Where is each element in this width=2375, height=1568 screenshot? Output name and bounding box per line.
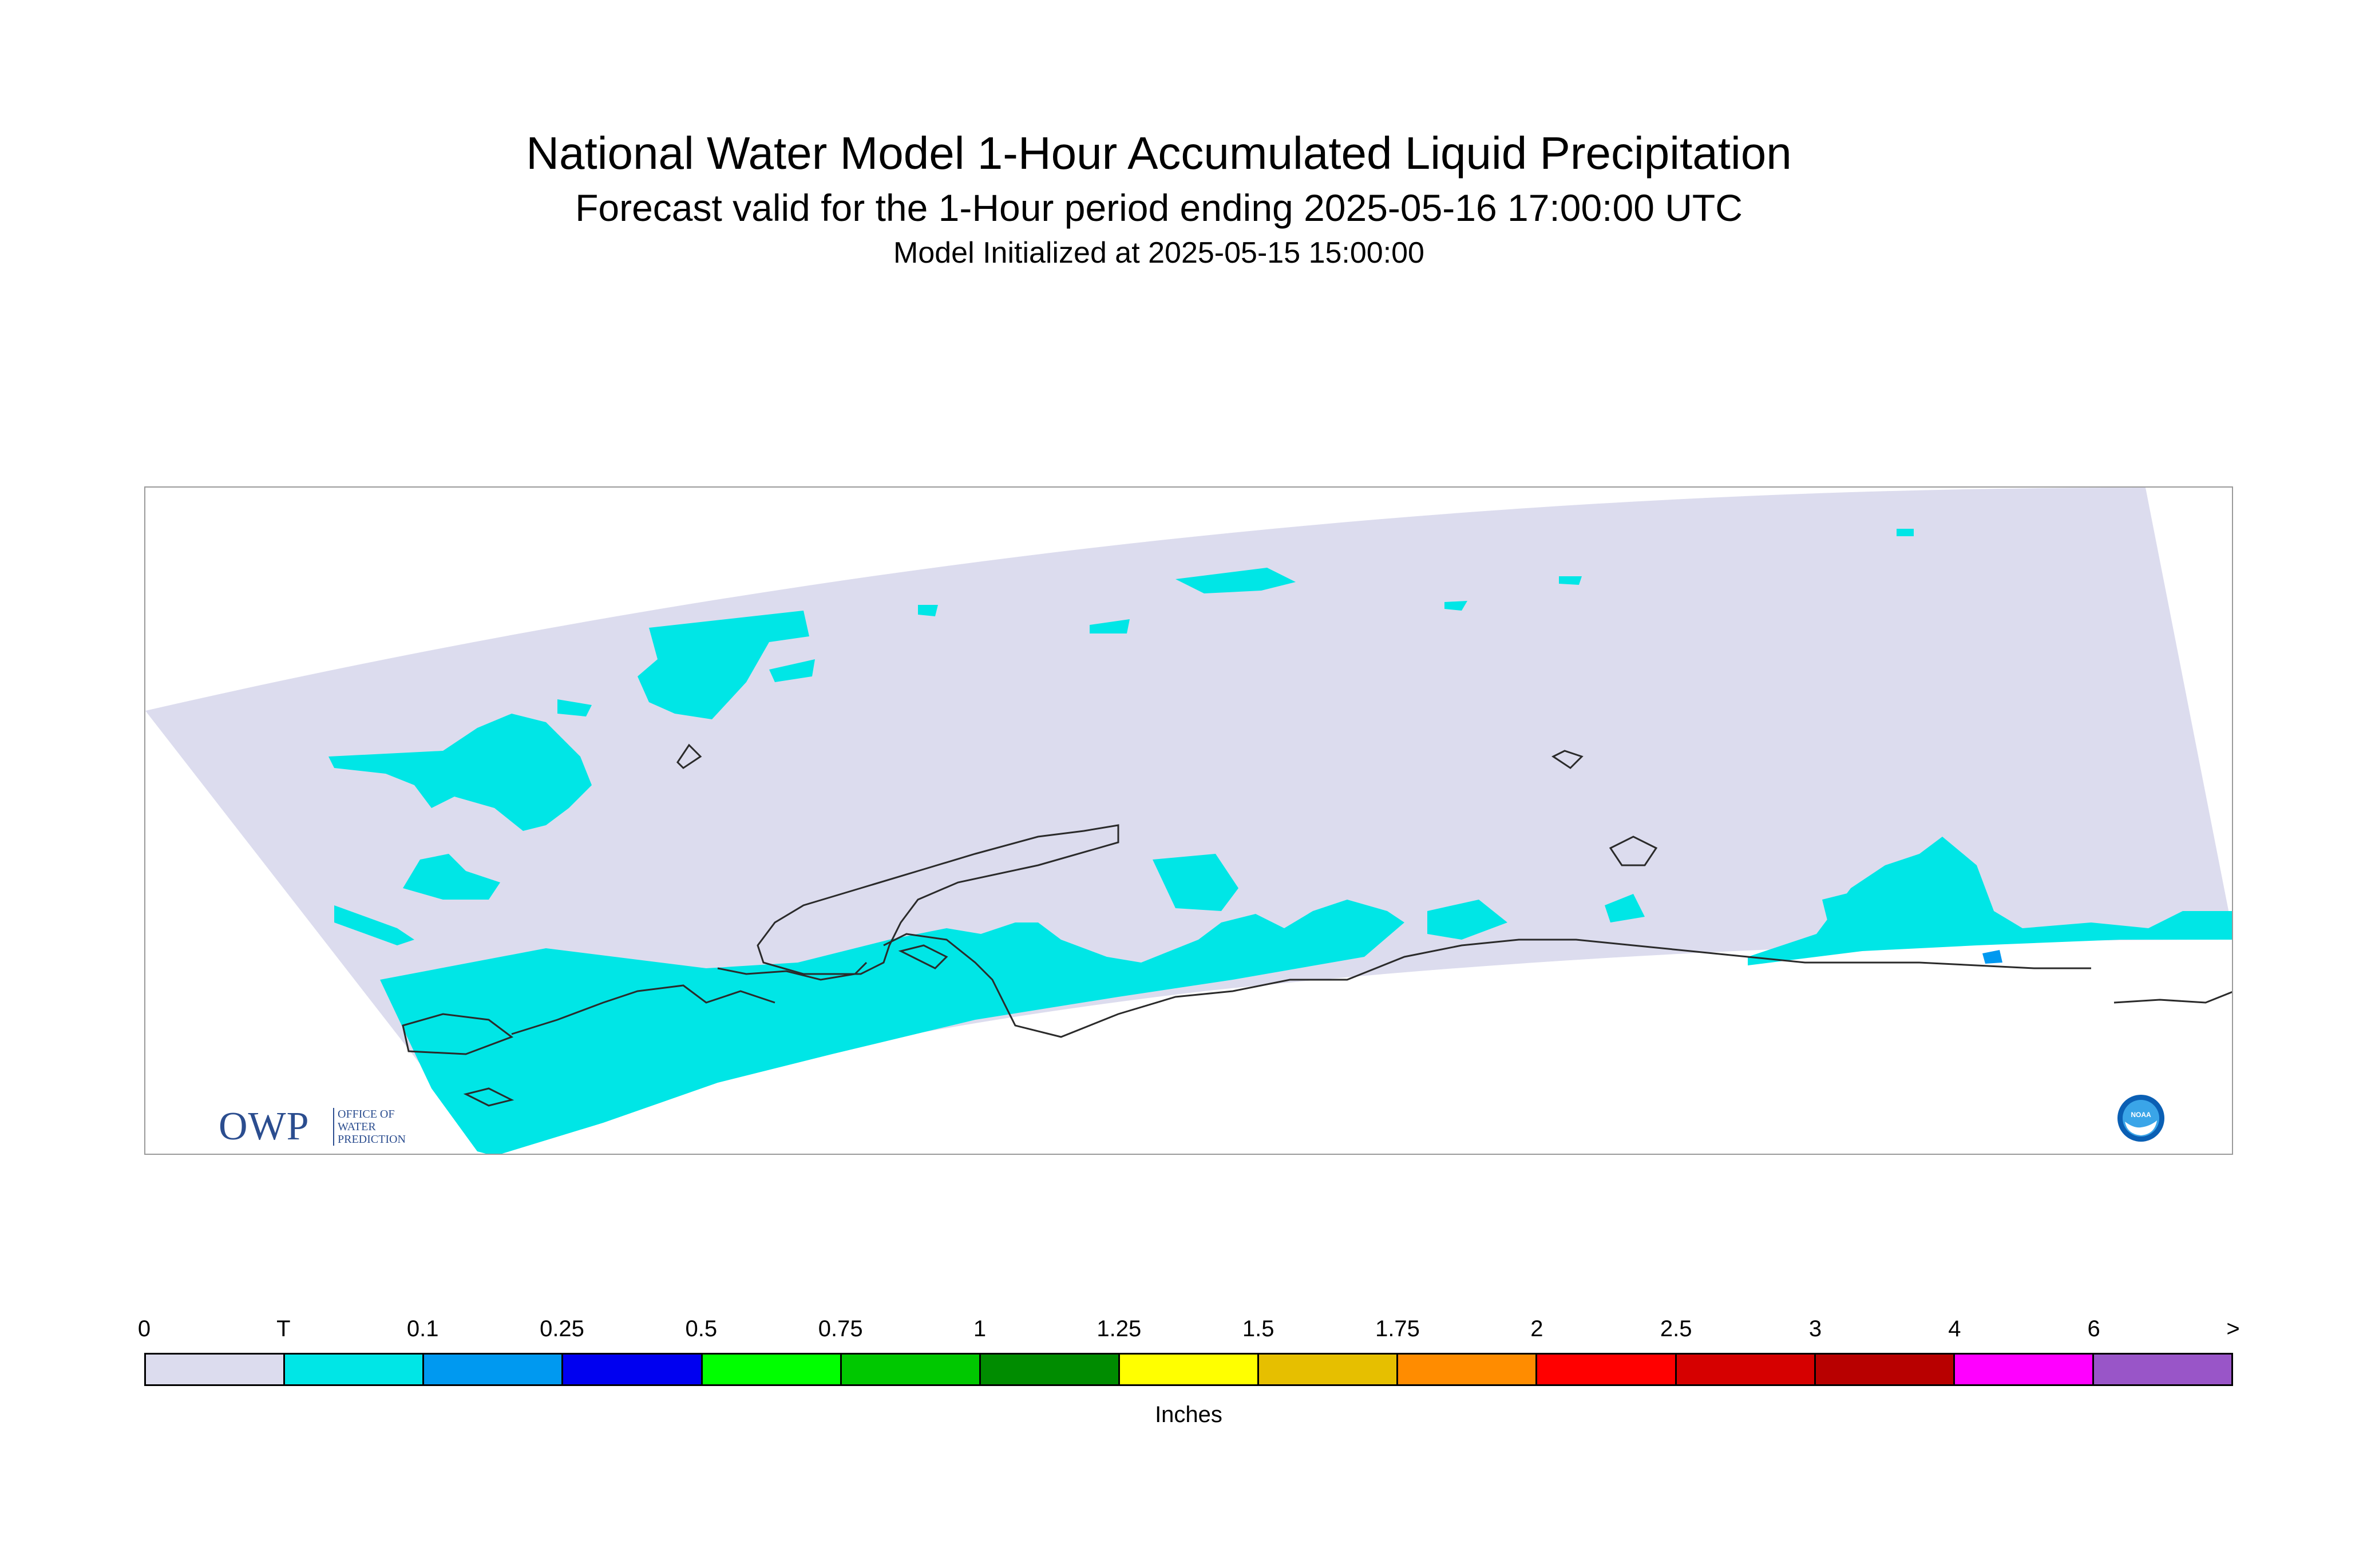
colorbar-swatch	[980, 1355, 1120, 1384]
noaa-logo-text: NOAA	[2131, 1111, 2151, 1119]
colorbar-swatch	[424, 1355, 564, 1384]
colorbar-labels: 0 T 0.1 0.25 0.5 0.75 1 1.25 1.5 1.75 2 2.5 3 4 6 >	[138, 1316, 2240, 1351]
colorbar-tick-label: 1.75	[1375, 1316, 1420, 1341]
colorbar-tick-label: 6	[2087, 1316, 2100, 1341]
colorbar-swatch	[1815, 1355, 1955, 1384]
colorbar-swatch	[1676, 1355, 1816, 1384]
colorbar-swatch	[2093, 1355, 2232, 1384]
colorbar-swatch	[1119, 1355, 1260, 1384]
light-precip-patch	[1982, 950, 2002, 964]
colorbar-tick-label: T	[276, 1316, 291, 1341]
colorbar-tick-label: 0.25	[540, 1316, 584, 1341]
trace-precip-areas	[328, 529, 2232, 1154]
map-title: National Water Model 1-Hour Accumulated …	[526, 128, 1792, 179]
colorbar-swatch	[285, 1355, 425, 1384]
colorbar-swatch	[702, 1355, 842, 1384]
colorbar	[144, 1353, 2233, 1386]
colorbar-tick-label: 0.5	[685, 1316, 718, 1341]
colorbar-tick-label: 1	[973, 1316, 987, 1341]
colorbar-tick-label: 0.75	[818, 1316, 863, 1341]
colorbar-swatch	[1954, 1355, 2094, 1384]
precipitation-map: OWP OFFICE OF WATER PREDICTION NOAA	[144, 486, 2233, 1155]
owp-logo-subtext: OFFICE OF WATER PREDICTION	[333, 1108, 423, 1146]
colorbar-units: Inches	[1155, 1402, 1222, 1427]
colorbar-tick-label: 2.5	[1660, 1316, 1692, 1341]
colorbar-tick-label: 3	[1808, 1316, 1822, 1341]
model-init-label: Model Initialized at 2025-05-15 15:00:00	[893, 236, 1424, 270]
owp-logo: OWP OFFICE OF WATER PREDICTION	[219, 1104, 436, 1149]
colorbar-swatch	[841, 1355, 981, 1384]
colorbar-tick-label: 1.5	[1242, 1316, 1274, 1341]
coastlines	[402, 743, 2232, 1107]
colorbar-legend: 0 T 0.1 0.25 0.5 0.75 1 1.25 1.5 1.75 2 2.5 3 4 6 > Inc…	[138, 1316, 2240, 1427]
colorbar-tick-label: 0	[137, 1316, 151, 1341]
noaa-logo: NOAA	[2117, 1095, 2164, 1142]
map-canvas	[145, 488, 2232, 1154]
colorbar-tick-label: 4	[1948, 1316, 1961, 1341]
owp-logo-text: OWP	[219, 1104, 310, 1149]
colorbar-swatch	[1398, 1355, 1538, 1384]
colorbar-tick-label: >	[2226, 1316, 2240, 1341]
map-subtitle: Forecast valid for the 1-Hour period end…	[575, 187, 1743, 229]
colorbar-tick-label: 0.1	[406, 1316, 439, 1341]
colorbar-swatch	[1259, 1355, 1399, 1384]
colorbar-swatch	[1537, 1355, 1677, 1384]
colorbar-tick-label: 2	[1530, 1316, 1543, 1341]
colorbar-swatch	[563, 1355, 703, 1384]
colorbar-swatch	[146, 1355, 286, 1384]
colorbar-tick-label: 1.25	[1097, 1316, 1142, 1341]
